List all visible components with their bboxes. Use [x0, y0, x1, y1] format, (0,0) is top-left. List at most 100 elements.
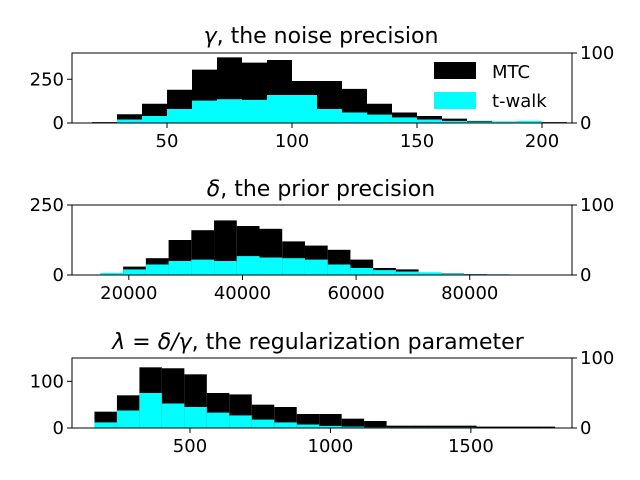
histogram-bar-t-walk	[350, 268, 374, 275]
histogram-bar-mtc	[409, 425, 432, 428]
axes-frame	[71, 357, 573, 429]
histogram-bar-t-walk	[517, 120, 542, 123]
panel-title: γ, the noise precision	[204, 24, 439, 49]
x-tick-label: 50	[156, 131, 179, 152]
histogram-bar-mtc	[476, 426, 499, 428]
y-left-tick-label: 100	[30, 371, 64, 392]
histogram-bar-mtc	[498, 426, 522, 428]
histogram-bar-t-walk	[373, 270, 396, 275]
histogram-bar-t-walk	[319, 425, 342, 428]
panel-prior-precision: δ, the prior precision 20000 40000 60000 80…	[30, 177, 615, 304]
panel-title: λ = δ/γ, the regularization parameter	[111, 330, 524, 355]
histogram-bar-t-walk	[282, 258, 305, 275]
histogram-bar-mtc	[319, 414, 342, 428]
y-left-tick-label: 250	[30, 195, 64, 216]
x-tick-label: 60000	[327, 283, 384, 304]
x-tick-label: 20000	[100, 283, 157, 304]
histogram-bar-t-walk	[392, 117, 417, 123]
panel-noise-precision: γ, the noise precision 50 100 150 200 0 250 0 1…	[30, 24, 615, 152]
histogram-bar-t-walk	[342, 112, 367, 123]
y-left-tick-label: 0	[53, 418, 64, 439]
histogram-bar-t-walk	[259, 257, 283, 275]
histogram-bar-mtc	[341, 418, 365, 428]
histogram-bar-t-walk	[116, 410, 140, 428]
histogram-bar-t-walk	[441, 273, 465, 275]
histogram-bar-t-walk	[214, 261, 237, 275]
histogram-bar-t-walk	[304, 259, 328, 275]
y-left-tick-label: 0	[53, 265, 64, 286]
y-right-tick-label: 0	[580, 418, 591, 439]
histogram-bar-t-walk	[417, 119, 442, 123]
histogram-bar-t-walk	[191, 259, 215, 275]
histogram-bar-t-walk	[123, 269, 146, 275]
histogram-bar-t-walk	[327, 264, 351, 275]
y-right-tick-label: 100	[580, 195, 614, 216]
histogram-bar-t-walk	[341, 426, 365, 428]
histogram-bar-t-walk	[217, 99, 242, 123]
histogram-bar-t-walk	[395, 271, 419, 275]
histogram-bar-t-walk	[367, 114, 392, 123]
histogram-bar-mtc	[454, 425, 477, 428]
histogram-bar-t-walk	[142, 116, 167, 123]
x-tick-label: 80000	[441, 283, 498, 304]
x-tick-label: 500	[173, 436, 207, 457]
histogram-bar-mtc	[386, 425, 410, 428]
histogram-bar-mtc	[521, 426, 544, 428]
x-tick-label: 200	[525, 131, 559, 152]
legend-label-twalk: t-walk	[492, 91, 547, 112]
histogram-bar-t-walk	[492, 121, 517, 123]
histogram-bar-t-walk	[94, 422, 117, 428]
histogram-bar-t-walk	[418, 272, 442, 275]
histogram-bar-mtc	[543, 426, 556, 428]
axes-group: 50 100 150 200 0 250 0 100	[30, 43, 615, 152]
histogram-bar-t-walk	[117, 119, 142, 123]
legend-swatch-twalk	[434, 92, 476, 109]
histogram-bar-mtc	[442, 118, 467, 124]
histogram-bar-t-walk	[267, 95, 292, 123]
axes-group: 20000 40000 60000 80000 0 250 0 100	[30, 195, 615, 304]
x-tick-label: 150	[400, 131, 434, 152]
x-tick-label: 1000	[308, 436, 354, 457]
histogram-bar-t-walk	[145, 264, 169, 275]
histogram-bar-t-walk	[139, 393, 162, 428]
x-tick-label: 100	[275, 131, 309, 152]
histogram-bar-t-walk	[229, 415, 252, 428]
y-right-tick-label: 0	[580, 113, 591, 134]
x-tick-label: 40000	[214, 283, 271, 304]
axes-frame	[71, 52, 573, 124]
histogram-bar-t-walk	[467, 121, 492, 123]
bars-group	[94, 367, 556, 428]
histogram-bar-t-walk	[192, 100, 217, 123]
histogram-bar-mtc	[364, 421, 387, 428]
histogram-bar-t-walk	[296, 424, 320, 428]
x-tick-label: 1500	[448, 436, 494, 457]
y-right-tick-label: 100	[580, 348, 614, 369]
y-right-tick-label: 0	[580, 265, 591, 286]
histogram-bar-t-walk	[100, 272, 124, 275]
legend-swatch-mtc	[434, 62, 476, 79]
legend: MTC t-walk	[434, 62, 547, 112]
legend-label-mtc: MTC	[492, 62, 530, 83]
histogram-bar-t-walk	[317, 109, 342, 123]
histogram-bar-t-walk	[206, 412, 230, 428]
panel-title: δ, the prior precision	[207, 177, 435, 202]
y-right-tick-label: 100	[580, 43, 614, 64]
histogram-bar-t-walk	[292, 95, 317, 123]
histogram-bar-t-walk	[184, 407, 207, 428]
histogram-bar-mtc	[431, 425, 455, 428]
histogram-bar-t-walk	[161, 403, 185, 428]
histogram-bar-t-walk	[236, 256, 260, 275]
axes-frame	[71, 204, 573, 276]
histogram-bar-t-walk	[167, 109, 192, 123]
bars-group	[92, 57, 567, 124]
y-left-tick-label: 250	[30, 69, 64, 90]
histogram-bar-t-walk	[251, 419, 275, 428]
y-left-tick-label: 0	[53, 113, 64, 134]
histogram-bar-mtc	[117, 114, 142, 123]
histogram-bar-t-walk	[274, 422, 297, 428]
histogram-bar-t-walk	[442, 120, 467, 123]
histogram-bar-t-walk	[168, 261, 192, 275]
